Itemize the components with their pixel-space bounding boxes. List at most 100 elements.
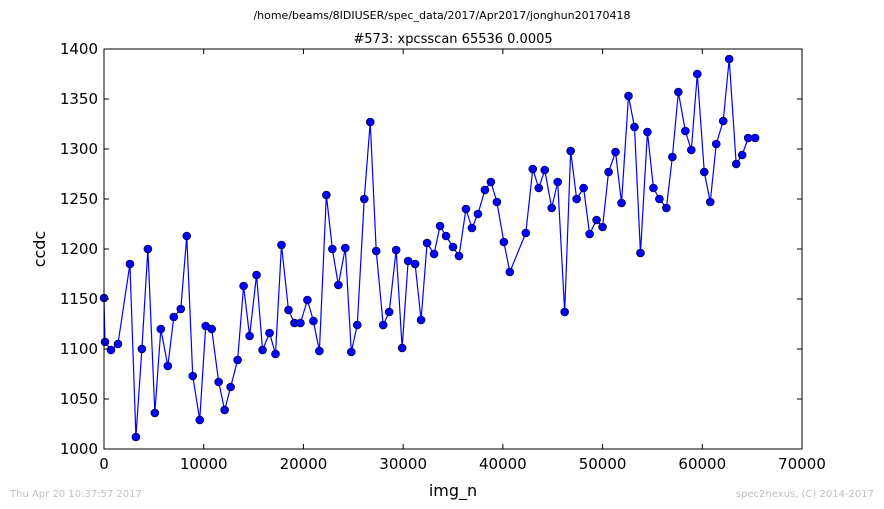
data-point: [499, 237, 509, 247]
data-point: [461, 204, 471, 214]
data-point: [207, 324, 216, 334]
data-point: [521, 228, 531, 238]
data-point: [245, 331, 254, 341]
x-tick-label: 0: [99, 455, 109, 473]
data-point: [322, 190, 331, 200]
data-point: [486, 177, 496, 187]
data-point: [169, 312, 179, 322]
data-point: [137, 344, 147, 354]
data-point: [341, 243, 350, 253]
data-point: [410, 259, 420, 269]
data-point: [125, 259, 135, 269]
x-tick-label: 60000: [678, 455, 726, 473]
data-point: [346, 347, 356, 357]
x-tick-label: 20000: [280, 455, 328, 473]
data-point: [195, 415, 205, 425]
y-tick-label: 1000: [60, 440, 98, 458]
data-point: [750, 133, 760, 143]
data-point: [718, 116, 728, 126]
data-point: [448, 242, 458, 252]
y-tick-label: 1350: [60, 90, 98, 108]
data-point: [492, 197, 502, 207]
y-tick-label: 1300: [60, 140, 98, 158]
data-point: [592, 215, 601, 225]
data-point: [182, 231, 192, 241]
data-point: [711, 139, 721, 149]
data-point: [687, 145, 696, 155]
footer-credit: spec2nexus, (C) 2014-2017: [735, 489, 874, 500]
data-point: [731, 159, 741, 169]
data-point: [705, 197, 715, 207]
data-point: [214, 377, 223, 387]
data-point: [220, 405, 229, 415]
data-point: [624, 91, 633, 101]
data-point: [233, 355, 242, 365]
data-point: [113, 339, 123, 349]
data-point: [315, 346, 324, 356]
data-point: [252, 270, 261, 280]
data-point: [309, 316, 318, 326]
data-point: [636, 248, 645, 258]
data-point: [277, 240, 286, 250]
data-point: [391, 245, 401, 255]
data-point: [328, 244, 337, 254]
data-point: [271, 349, 280, 359]
x-tick-label: 30000: [379, 455, 427, 473]
data-point: [416, 315, 426, 325]
data-point: [604, 167, 613, 177]
x-tick-label: 70000: [778, 455, 826, 473]
data-point: [668, 152, 677, 162]
data-point: [662, 203, 671, 213]
data-point: [598, 222, 607, 232]
data-point: [724, 54, 734, 64]
data-point: [176, 304, 186, 314]
data-point: [359, 194, 369, 204]
data-point: [435, 221, 445, 231]
data-point: [156, 324, 166, 334]
data-point: [365, 117, 375, 127]
data-point: [163, 361, 173, 371]
x-axis-label: img_n: [429, 481, 477, 501]
data-point: [378, 320, 388, 330]
data-point: [422, 238, 432, 248]
x-tick-label: 10000: [180, 455, 228, 473]
data-point: [371, 246, 381, 256]
x-tick-label: 40000: [479, 455, 527, 473]
data-point: [429, 249, 439, 259]
data-point: [643, 127, 652, 137]
ticks-layer: 0 10000 20000 30000 40000 50000 60000 70000 1000…: [60, 40, 826, 473]
data-point: [100, 337, 110, 347]
data-point: [265, 328, 274, 338]
data-point: [467, 223, 477, 233]
data-point: [258, 345, 267, 355]
data-point: [226, 382, 235, 392]
file-path-header: /home/beams/8IDIUSER/spec_data/2017/Apr2…: [253, 9, 631, 22]
data-point: [384, 307, 394, 317]
data-point: [473, 209, 483, 219]
data-point: [528, 164, 538, 174]
y-tick-label: 1400: [60, 40, 98, 58]
y-tick-label: 1200: [60, 240, 98, 258]
data-point: [454, 251, 464, 261]
data-point: [441, 231, 451, 241]
y-tick-label: 1250: [60, 190, 98, 208]
data-point: [566, 146, 575, 156]
data-point: [692, 69, 702, 79]
data-point: [699, 167, 709, 177]
chart-title: #573: xpcsscan 65536 0.0005: [353, 32, 552, 47]
data-point: [553, 177, 563, 187]
data-point: [611, 147, 620, 157]
data-point: [284, 305, 293, 315]
data-point: [143, 244, 153, 254]
footer-timestamp: Thu Apr 20 10:37:57 2017: [10, 489, 142, 500]
y-tick-label: 1150: [60, 290, 98, 308]
data-point: [303, 295, 312, 305]
data-point: [681, 126, 690, 136]
data-point: [505, 267, 515, 277]
data-point: [547, 203, 557, 213]
data-point: [579, 183, 588, 193]
data-point: [540, 165, 550, 175]
y-tick-label: 1050: [60, 390, 98, 408]
data-point: [655, 194, 664, 204]
